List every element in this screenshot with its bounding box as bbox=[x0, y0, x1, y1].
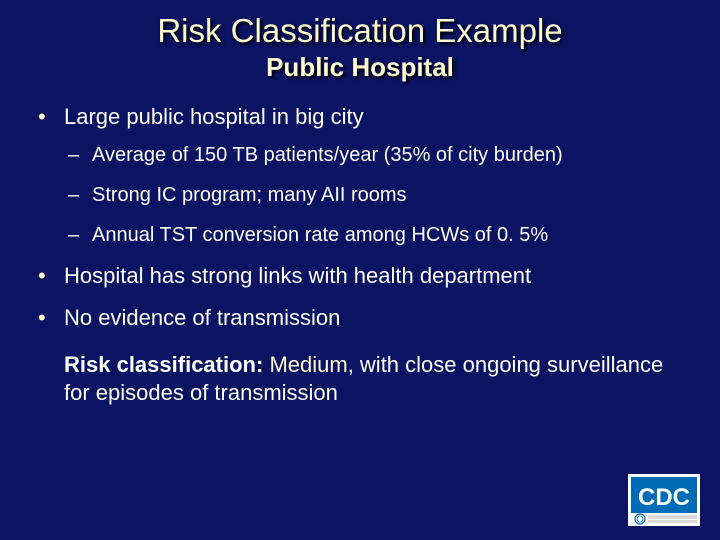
list-item: Hospital has strong links with health de… bbox=[28, 262, 692, 291]
sub-bullet-list: Average of 150 TB patients/year (35% of … bbox=[64, 142, 692, 248]
list-item: Average of 150 TB patients/year (35% of … bbox=[64, 142, 692, 168]
cdc-logo-icon: CDC bbox=[628, 474, 700, 526]
list-item: Strong IC program; many AII rooms bbox=[64, 182, 692, 208]
conclusion-label: Risk classification: bbox=[64, 352, 263, 377]
svg-text:CDC: CDC bbox=[638, 484, 690, 511]
bullet-text: Large public hospital in big city bbox=[64, 104, 364, 129]
list-item: Annual TST conversion rate among HCWs of… bbox=[64, 222, 692, 248]
list-item: No evidence of transmission bbox=[28, 304, 692, 333]
slide: Risk Classification Example Public Hospi… bbox=[0, 0, 720, 540]
slide-title: Risk Classification Example bbox=[28, 12, 692, 50]
list-item: Large public hospital in big city Averag… bbox=[28, 103, 692, 248]
slide-subtitle: Public Hospital bbox=[28, 52, 692, 83]
bullet-list: Large public hospital in big city Averag… bbox=[28, 103, 692, 333]
conclusion: Risk classification: Medium, with close … bbox=[64, 351, 664, 408]
conclusion-level: Medium bbox=[269, 352, 347, 377]
